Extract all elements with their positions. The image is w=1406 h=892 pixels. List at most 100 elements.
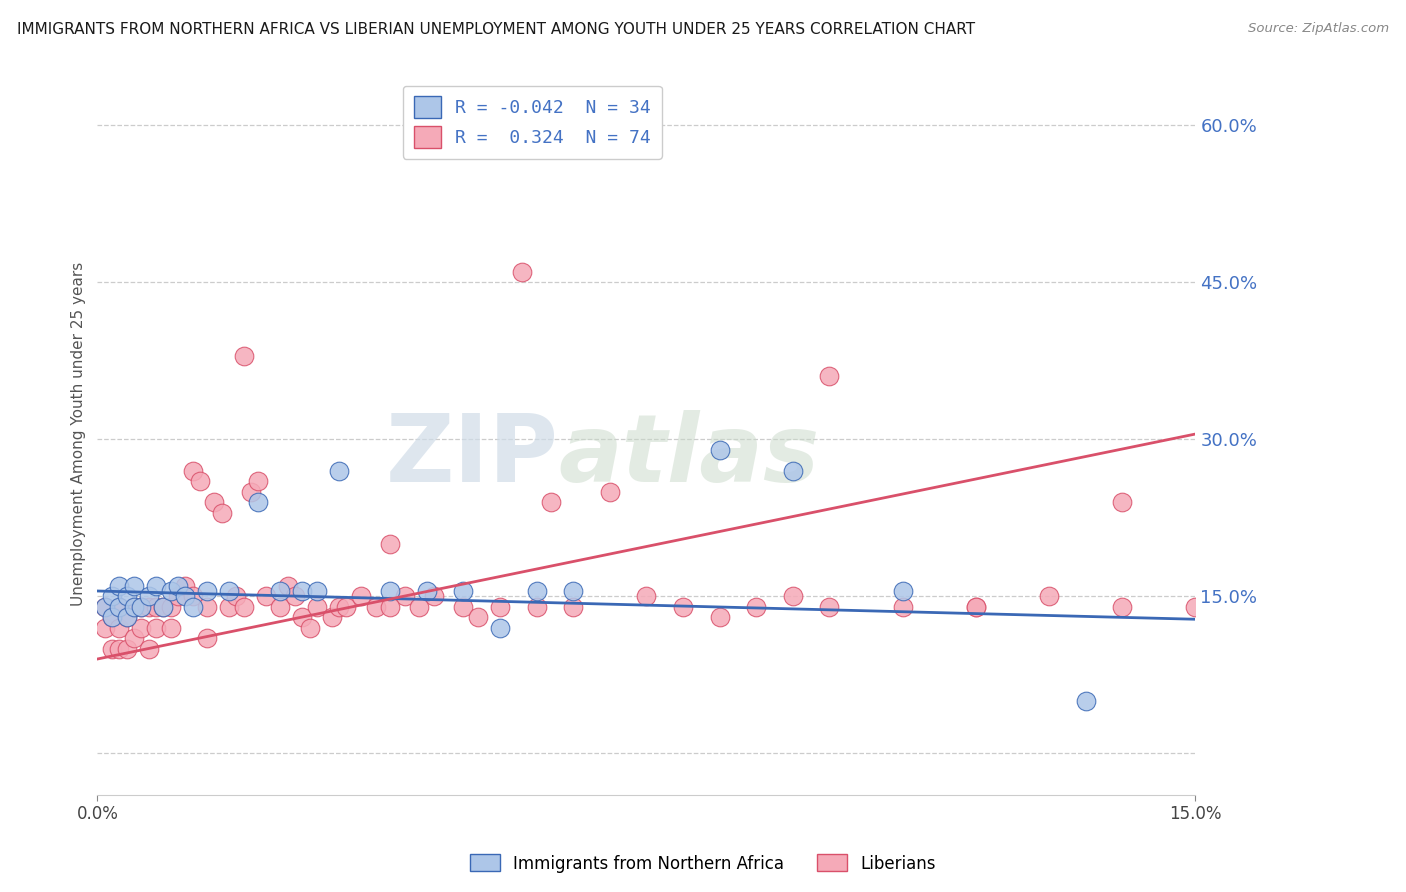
Point	[818, 369, 841, 384]
Point	[453, 584, 475, 599]
Point	[269, 599, 291, 614]
Point	[181, 464, 204, 478]
Point	[467, 610, 489, 624]
Point	[891, 599, 914, 614]
Point	[138, 589, 160, 603]
Text: IMMIGRANTS FROM NORTHERN AFRICA VS LIBERIAN UNEMPLOYMENT AMONG YOUTH UNDER 25 YE: IMMIGRANTS FROM NORTHERN AFRICA VS LIBER…	[17, 22, 974, 37]
Point	[291, 610, 314, 624]
Point	[211, 506, 233, 520]
Point	[298, 621, 321, 635]
Point	[93, 599, 115, 614]
Point	[101, 610, 124, 624]
Point	[232, 599, 254, 614]
Point	[364, 599, 387, 614]
Point	[159, 584, 181, 599]
Point	[101, 610, 124, 624]
Point	[108, 599, 131, 614]
Legend: Immigrants from Northern Africa, Liberians: Immigrants from Northern Africa, Liberia…	[463, 847, 943, 880]
Text: ZIP: ZIP	[385, 409, 558, 501]
Point	[122, 631, 145, 645]
Point	[453, 599, 475, 614]
Point	[709, 610, 731, 624]
Point	[204, 495, 226, 509]
Point	[247, 495, 270, 509]
Point	[145, 579, 167, 593]
Point	[101, 589, 124, 603]
Point	[115, 610, 138, 624]
Point	[122, 579, 145, 593]
Point	[232, 349, 254, 363]
Point	[965, 599, 987, 614]
Point	[305, 599, 328, 614]
Point	[108, 599, 131, 614]
Point	[408, 599, 430, 614]
Legend: R = -0.042  N = 34, R =  0.324  N = 74: R = -0.042 N = 34, R = 0.324 N = 74	[404, 86, 662, 159]
Point	[225, 589, 247, 603]
Point	[380, 599, 402, 614]
Point	[277, 579, 299, 593]
Point	[416, 584, 439, 599]
Point	[152, 599, 174, 614]
Point	[818, 599, 841, 614]
Point	[108, 579, 131, 593]
Text: atlas: atlas	[558, 409, 820, 501]
Point	[291, 584, 314, 599]
Point	[218, 599, 240, 614]
Point	[284, 589, 307, 603]
Point	[167, 579, 190, 593]
Point	[247, 474, 270, 488]
Y-axis label: Unemployment Among Youth under 25 years: Unemployment Among Youth under 25 years	[72, 262, 86, 607]
Point	[599, 484, 621, 499]
Point	[891, 584, 914, 599]
Point	[350, 589, 373, 603]
Point	[335, 599, 357, 614]
Point	[93, 621, 115, 635]
Point	[782, 589, 804, 603]
Point	[159, 599, 181, 614]
Point	[1111, 495, 1133, 509]
Point	[328, 599, 350, 614]
Point	[108, 621, 131, 635]
Point	[562, 599, 585, 614]
Point	[181, 599, 204, 614]
Point	[195, 584, 218, 599]
Point	[101, 641, 124, 656]
Point	[510, 265, 533, 279]
Point	[145, 599, 167, 614]
Point	[1074, 694, 1097, 708]
Point	[145, 621, 167, 635]
Point	[394, 589, 416, 603]
Point	[181, 589, 204, 603]
Point	[636, 589, 658, 603]
Point	[1184, 599, 1206, 614]
Point	[167, 589, 190, 603]
Point	[380, 584, 402, 599]
Point	[138, 599, 160, 614]
Point	[188, 474, 211, 488]
Point	[108, 641, 131, 656]
Point	[122, 599, 145, 614]
Point	[965, 599, 987, 614]
Point	[305, 584, 328, 599]
Point	[380, 537, 402, 551]
Point	[562, 584, 585, 599]
Point	[1111, 599, 1133, 614]
Point	[218, 584, 240, 599]
Point	[152, 599, 174, 614]
Text: Source: ZipAtlas.com: Source: ZipAtlas.com	[1249, 22, 1389, 36]
Point	[709, 442, 731, 457]
Point	[240, 484, 263, 499]
Point	[195, 599, 218, 614]
Point	[115, 589, 138, 603]
Point	[122, 599, 145, 614]
Point	[489, 599, 512, 614]
Point	[526, 584, 548, 599]
Point	[159, 621, 181, 635]
Point	[129, 599, 152, 614]
Point	[138, 641, 160, 656]
Point	[328, 464, 350, 478]
Point	[321, 610, 343, 624]
Point	[93, 599, 115, 614]
Point	[174, 579, 197, 593]
Point	[540, 495, 562, 509]
